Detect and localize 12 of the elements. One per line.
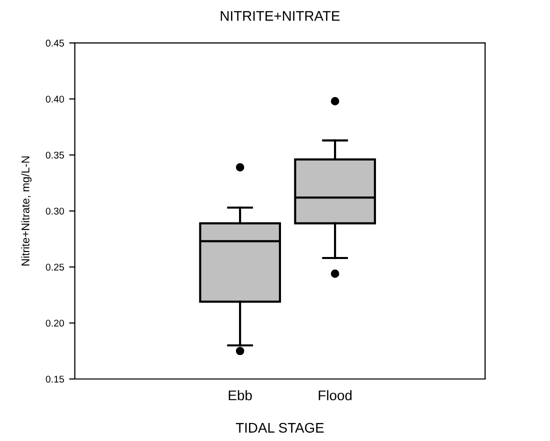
y-tick-label: 0.40 — [46, 96, 64, 103]
y-axis-title: Nitrite+Nitrate, mg/L-N — [21, 156, 32, 266]
x-tick-label: Ebb — [228, 390, 252, 400]
chart-title: NITRITE+NITRATE — [220, 11, 340, 21]
y-tick-label: 0.15 — [46, 376, 64, 383]
y-tick-label: 0.25 — [46, 264, 64, 271]
x-axis-title: TIDAL STAGE — [236, 422, 324, 433]
y-tick-label: 0.45 — [46, 40, 64, 47]
y-tick-label: 0.30 — [46, 208, 64, 215]
y-tick-label: 0.20 — [46, 320, 64, 327]
y-tick-label: 0.35 — [46, 152, 64, 159]
x-tick-label: Flood — [318, 390, 352, 400]
